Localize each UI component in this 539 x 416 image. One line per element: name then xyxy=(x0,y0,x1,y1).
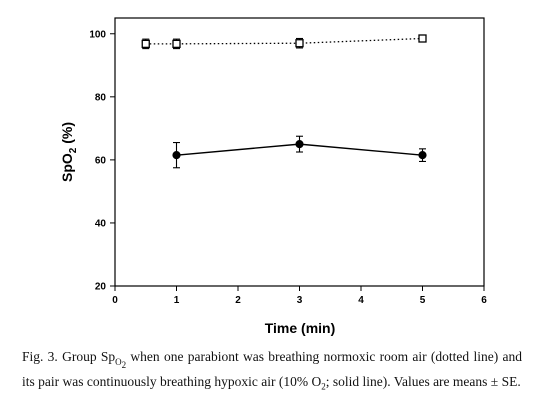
data-point-circle xyxy=(295,140,304,149)
data-point-square xyxy=(418,34,427,43)
y-tick-label: 100 xyxy=(89,29,106,40)
caption-middle: when one parabiont was breathing normoxi… xyxy=(22,349,522,390)
x-tick-label: 1 xyxy=(174,295,180,306)
x-tick-label: 0 xyxy=(112,295,118,306)
data-point-circle xyxy=(172,151,181,160)
x-tick-label: 5 xyxy=(420,295,426,306)
y-axis: 20 40 60 80 100 xyxy=(89,29,115,293)
y-tick-label: 20 xyxy=(95,282,107,293)
figure-caption: Fig. 3. Group SpO2 when one parabiont wa… xyxy=(22,348,522,396)
caption-sub-2: 2 xyxy=(121,359,127,370)
y-tick-label: 80 xyxy=(95,92,107,103)
x-axis-title: Time (min) xyxy=(265,320,336,336)
x-tick-label: 2 xyxy=(235,295,241,306)
caption-sub-o: O2 xyxy=(115,356,127,370)
data-point-square xyxy=(141,39,150,49)
y-axis-title-suffix: (%) xyxy=(59,122,75,148)
y-axis-title: SpO2 (%) xyxy=(59,122,79,182)
y-tick-label: 60 xyxy=(95,155,107,166)
data-point-square xyxy=(172,39,181,49)
caption-prefix: Fig. 3. Group Sp xyxy=(22,349,116,364)
data-point-square xyxy=(295,39,304,48)
caption-o2-sub: 2 xyxy=(321,382,326,393)
x-axis: 0 1 2 3 4 5 6 xyxy=(112,286,487,306)
caption-end: ; solid line). Values are means ± SE. xyxy=(325,374,521,390)
series-layer xyxy=(141,34,427,169)
x-tick-label: 6 xyxy=(481,295,487,306)
series-line-dotted xyxy=(145,37,423,45)
y-tick-label: 40 xyxy=(95,218,107,229)
x-tick-label: 3 xyxy=(297,295,303,306)
data-point-circle xyxy=(418,151,427,160)
y-axis-title-sub: 2 xyxy=(68,147,79,153)
x-tick-label: 4 xyxy=(358,295,364,306)
y-axis-title-main: SpO xyxy=(59,153,75,182)
